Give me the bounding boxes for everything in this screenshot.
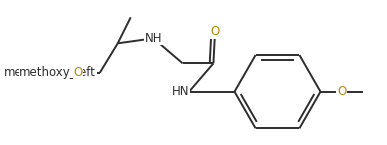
Text: O: O <box>337 85 346 98</box>
Text: NH: NH <box>145 32 162 45</box>
Text: O: O <box>211 25 220 38</box>
Text: HN: HN <box>171 85 189 98</box>
Text: O: O <box>74 66 83 79</box>
Text: O: O <box>74 66 83 79</box>
Text: methoxy_left: methoxy_left <box>19 66 96 79</box>
Text: methoxy: methoxy <box>4 66 56 79</box>
